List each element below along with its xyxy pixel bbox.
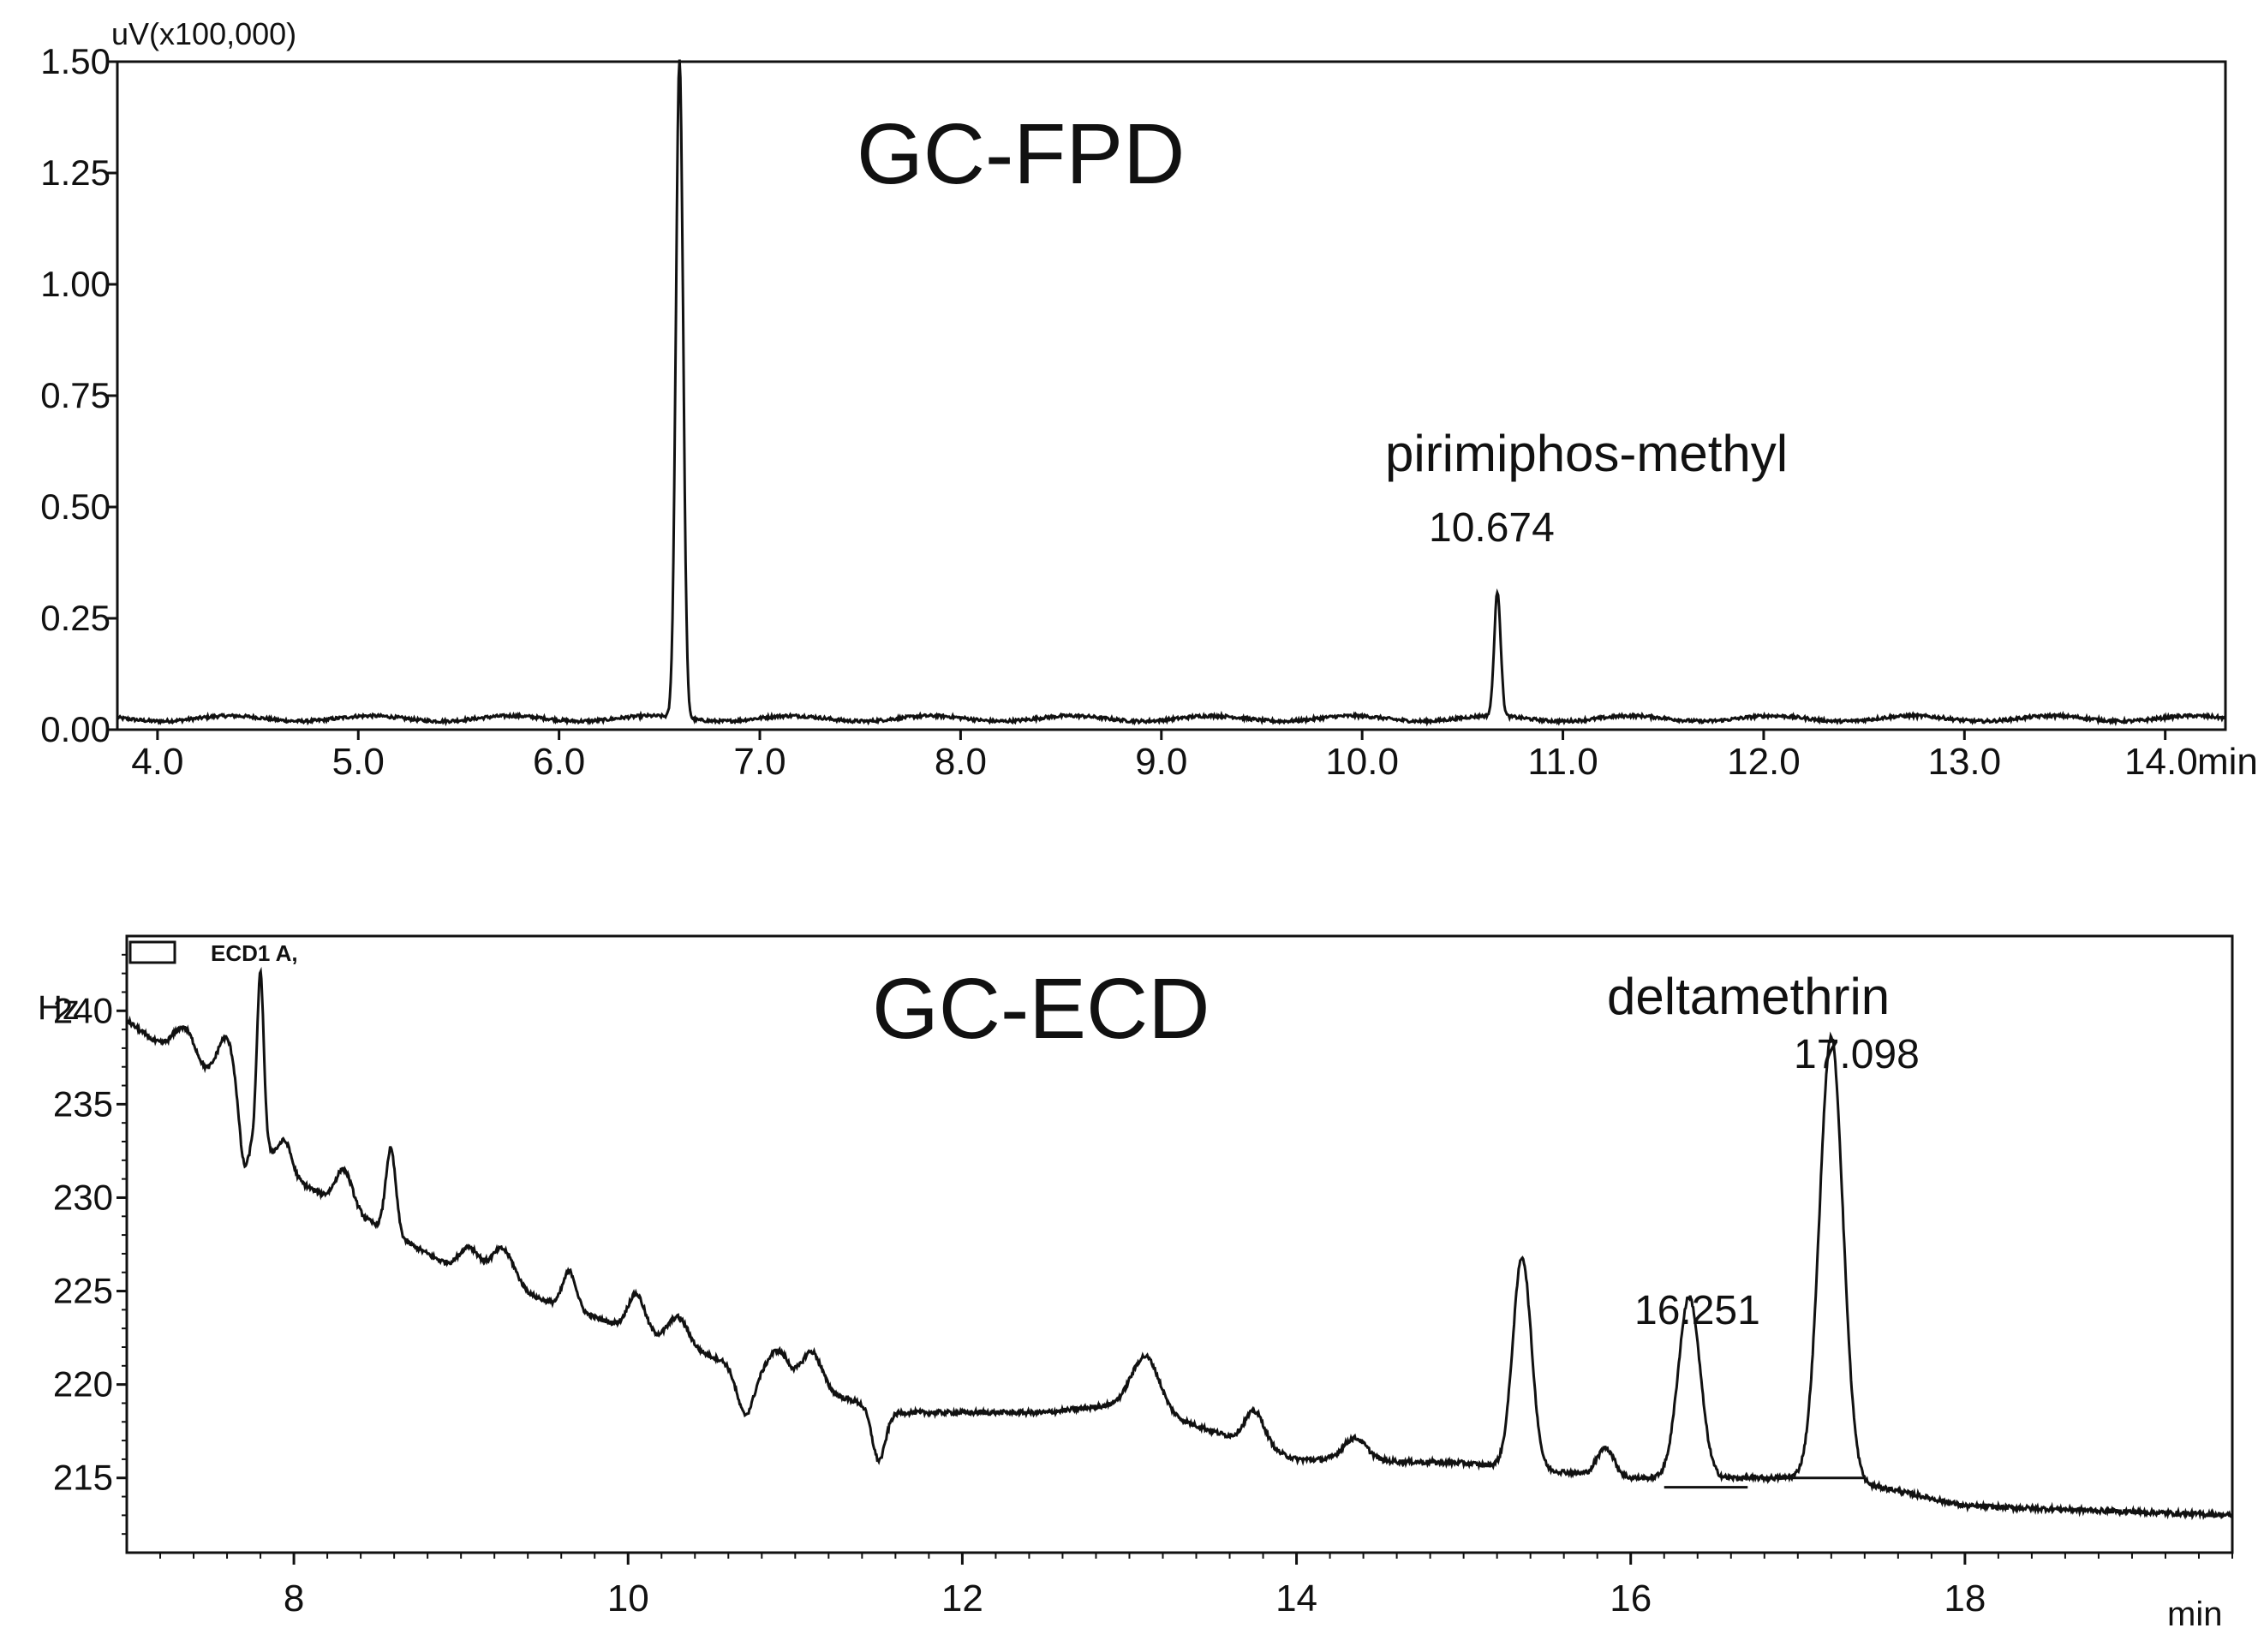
fpd-x-tick-label: 12.0 [1727,741,1801,783]
ecd-annotation-rt-16: 16.251 [1634,1288,1760,1333]
fpd-x-tick-label: 7.0 [733,741,786,783]
ecd-x-tick-label: 18 [1944,1577,1986,1619]
fpd-x-tick-label: 4.0 [131,741,183,783]
ecd-axis-ticks: 215 220 225 230 235 240 8 10 12 14 16 18 [53,953,2233,1619]
fpd-y-tick-label: 0.75 [40,375,111,415]
ecd-annotation-rt-17: 17.098 [1794,1032,1920,1077]
fpd-annotation-compound: pirimiphos-methyl [1385,425,1788,482]
ecd-signal-trace [126,966,2233,1521]
fpd-y-tick-label: 0.00 [40,709,111,749]
ecd-panel: ECD1 A, Hz GC-ECD deltamethrin 17.098 16… [38,934,2234,1633]
ecd-x-tick-label: 8 [284,1577,304,1619]
fpd-title: GC-FPD [857,106,1185,202]
fpd-y-axis-label: uV(x100,000) [111,16,296,51]
ecd-plot-frame [125,934,2234,1554]
ecd-x-tick-label: 14 [1275,1577,1317,1619]
fpd-y-tick-label: 1.00 [40,264,111,304]
fpd-x-tick-label: 13.0 [1927,741,2001,783]
ecd-annotation-compound: deltamethrin [1607,968,1890,1025]
fpd-y-tick-label: 0.25 [40,598,111,638]
ecd-y-tick-label: 235 [53,1083,113,1124]
fpd-y-tick-label: 1.50 [40,41,111,81]
fpd-x-tick-label: 5.0 [332,741,385,783]
fpd-y-tick-label: 0.50 [40,486,111,527]
fpd-x-tick-label: 9.0 [1135,741,1187,783]
ecd-y-axis-label: Hz [38,989,80,1027]
ecd-x-tick-label: 12 [941,1577,983,1619]
fpd-x-tick-label: 6.0 [533,741,585,783]
fpd-x-tick-label: 8.0 [935,741,987,783]
ecd-y-tick-label: 240 [53,990,113,1030]
fpd-signal-trace [116,59,2226,727]
ecd-y-tick-label: 230 [53,1177,113,1217]
fpd-y-tick-label: 1.25 [40,152,111,193]
ecd-title: GC-ECD [872,961,1210,1057]
ecd-y-tick-label: 225 [53,1271,113,1311]
ecd-y-tick-label: 220 [53,1364,113,1404]
fpd-x-tick-label: 11.0 [1527,741,1598,783]
fpd-x-tick-label: 10.0 [1325,741,1399,783]
ecd-legend-label: ECD1 A, [211,940,298,966]
ecd-x-tick-label: 16 [1610,1577,1652,1619]
fpd-x-tick-label: 14.0 [2124,741,2198,783]
fpd-axis-ticks: 0.00 0.25 0.50 0.75 1.00 1.25 1.50 4.0 5.0 6.0 7.0… [40,41,2197,783]
ecd-x-tick-label: 10 [607,1577,649,1619]
fpd-x-axis-unit: min [2197,741,2258,783]
ecd-x-axis-unit: min [2167,1595,2222,1633]
fpd-annotation-rt: 10.674 [1429,505,1555,551]
ecd-legend-swatch [128,940,176,964]
fpd-panel: uV(x100,000) GC-FPD pirimiphos-methyl 10… [40,16,2258,783]
ecd-y-tick-label: 215 [53,1458,113,1498]
